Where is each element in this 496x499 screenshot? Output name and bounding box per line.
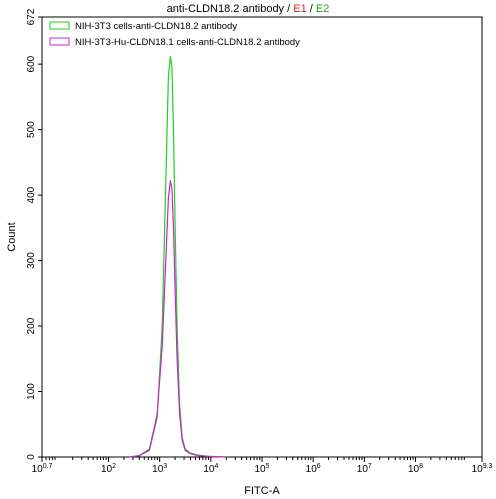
y-tick-label: 672 xyxy=(26,8,37,25)
y-tick-label: 500 xyxy=(26,121,37,138)
x-tick-label: 107 xyxy=(357,463,372,475)
series-line-hu-cldn18-1 xyxy=(128,180,227,458)
legend-label-hu-cldn18-1: NIH-3T3-Hu-CLDN18.1 cells-anti-CLDN18.2 … xyxy=(75,37,300,48)
y-tick-label: 400 xyxy=(26,186,37,203)
x-tick-label: 103 xyxy=(152,463,167,475)
y-axis-label: Count xyxy=(6,222,18,251)
legend-swatch-hu-cldn18-1 xyxy=(49,37,70,46)
x-tick-label: 105 xyxy=(254,463,269,475)
x-tick-label: 109.3 xyxy=(472,463,493,475)
plot-frame xyxy=(41,16,483,458)
x-axis-label: FITC-A xyxy=(244,485,280,497)
x-tick-label: 104 xyxy=(203,463,218,475)
x-tick-label: 100.7 xyxy=(32,463,53,475)
y-tick-label: 100 xyxy=(26,383,37,400)
series-line-nih3t3 xyxy=(128,55,227,458)
chart-title: anti-CLDN18.2 antibody / E1 / E2 xyxy=(167,3,330,15)
x-tick-label: 102 xyxy=(101,463,116,475)
chart-title-main: anti-CLDN18.2 antibody xyxy=(167,3,285,15)
chart-title-e2: E2 xyxy=(316,3,329,15)
legend-swatch-nih3t3 xyxy=(49,21,70,30)
chart-title-e1: E1 xyxy=(293,3,306,15)
y-tick-label: 0 xyxy=(26,454,37,460)
y-tick-label: 300 xyxy=(26,252,37,269)
chart-title-sep1: / xyxy=(284,3,293,15)
y-tick-label: 200 xyxy=(26,317,37,334)
x-tick-label: 106 xyxy=(306,463,321,475)
legend-label-nih3t3: NIH-3T3 cells-anti-CLDN18.2 antibody xyxy=(75,21,237,32)
legend: NIH-3T3 cells-anti-CLDN18.2 antibody NIH… xyxy=(49,21,300,48)
histogram-series xyxy=(128,55,227,458)
y-tick-label: 600 xyxy=(26,55,37,72)
x-tick-label: 108 xyxy=(408,463,423,475)
x-axis-ticks: 100.7 102 103 104 105 106 107 108 109.3 xyxy=(32,457,493,475)
y-axis-ticks: 0 100 200 300 400 500 600 672 xyxy=(26,8,42,460)
chart-title-sep2: / xyxy=(307,3,316,15)
